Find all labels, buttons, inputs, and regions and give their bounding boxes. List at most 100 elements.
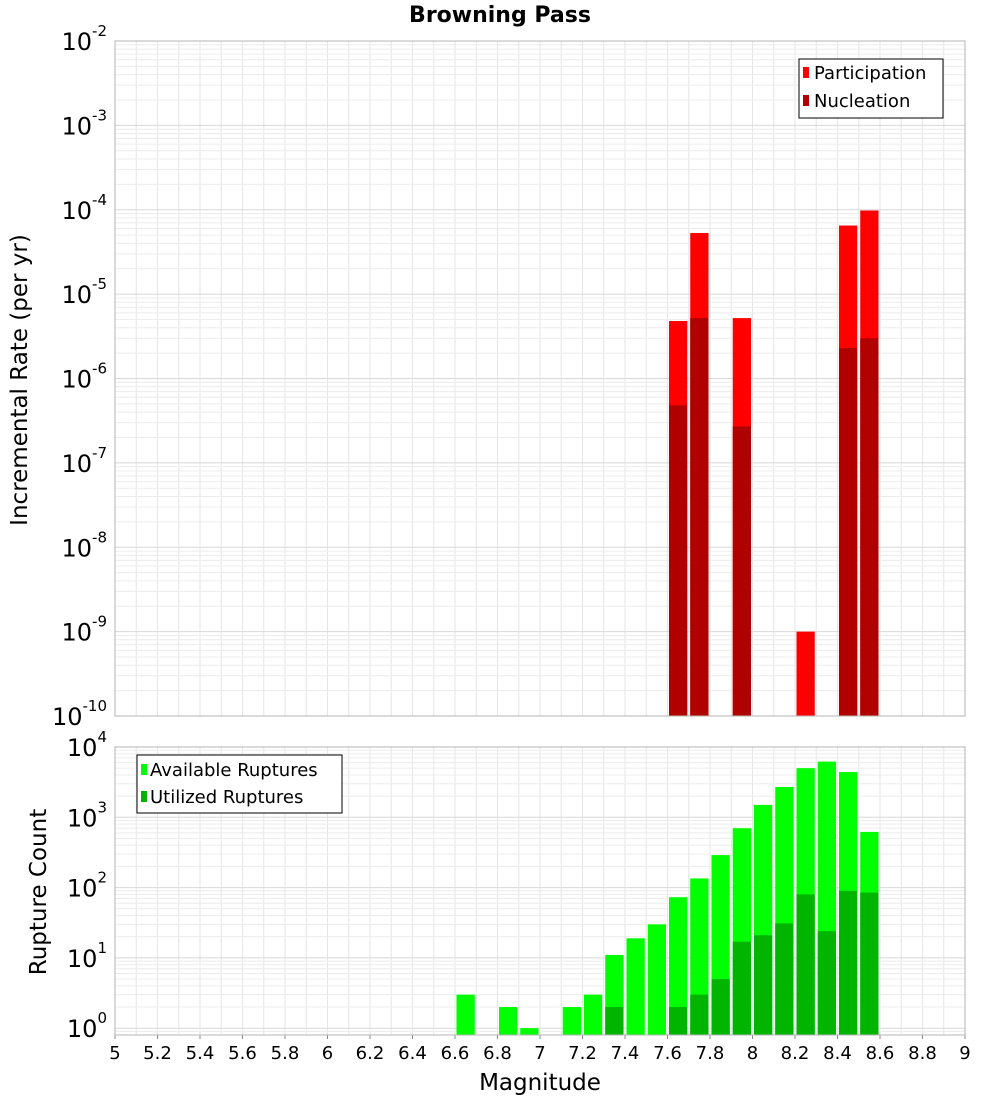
x-tick-label: 8.2 (781, 1043, 810, 1064)
y-tick-exponent: -7 (92, 444, 107, 462)
available-bar (583, 994, 603, 1035)
available-legend-label: Available Ruptures (150, 760, 318, 781)
count-legend: Available Ruptures Utilized Ruptures (136, 754, 343, 814)
y-tick-exponent: -4 (92, 191, 107, 209)
x-tick-label: 5.8 (271, 1043, 300, 1064)
y-tick-label: 103 (67, 798, 107, 832)
y-tick-exponent: -3 (92, 106, 107, 124)
x-tick-label: 7.8 (696, 1043, 725, 1064)
rate-bars (668, 210, 879, 716)
utilized-bar (817, 931, 837, 1035)
y-tick-base: 10 (61, 450, 92, 478)
utilized-bar (690, 994, 709, 1035)
y-tick-base: 10 (52, 703, 83, 731)
count-x-ticks: 5 5.2 5.4 5.6 5.8 6 6.2 6.4 6.6 6.8 7 7.2 7.4 7.6 7.8 8… (109, 1035, 971, 1064)
participation-legend-label: Participation (814, 63, 926, 84)
utilized-bar (838, 890, 858, 1035)
available-bar (668, 897, 688, 1035)
y-tick-exponent: 3 (97, 798, 107, 816)
y-tick-base: 10 (61, 112, 92, 140)
utilized-bar (711, 979, 730, 1035)
participation-legend-swatch (803, 67, 809, 78)
y-tick-base: 10 (61, 281, 92, 309)
available-bar (626, 938, 645, 1035)
x-tick-label: 5.2 (143, 1043, 172, 1064)
x-tick-label: 6.6 (441, 1043, 470, 1064)
y-tick-base: 10 (61, 197, 92, 225)
nucleation-bar (668, 405, 688, 716)
chart-title: Browning Pass (409, 3, 591, 28)
y-tick-exponent: -9 (92, 613, 107, 631)
y-tick-base: 10 (67, 804, 98, 832)
available-bar (647, 924, 667, 1035)
nucleation-bar (838, 347, 858, 716)
x-tick-label: 7.6 (653, 1043, 682, 1064)
nucleation-bar (690, 318, 709, 716)
rate-grid (115, 41, 965, 716)
y-tick-base: 10 (61, 534, 92, 562)
y-tick-label: 10-5 (61, 275, 107, 309)
y-tick-base: 10 (67, 734, 98, 762)
rate-legend: Participation Nucleation (798, 58, 944, 119)
rate-plot-border (114, 40, 966, 717)
y-tick-label: 10-10 (52, 697, 107, 731)
utilized-bar (605, 1007, 624, 1035)
x-tick-label: 7.2 (568, 1043, 597, 1064)
utilized-bar (796, 894, 815, 1035)
x-tick-label: 5 (109, 1043, 120, 1064)
utilized-bar (775, 923, 794, 1035)
x-axis-label: Magnitude (479, 1070, 601, 1096)
x-tick-label: 8.8 (908, 1043, 937, 1064)
nucleation-legend-swatch (803, 95, 809, 106)
utilized-bar (753, 935, 773, 1035)
y-tick-label: 10-6 (61, 360, 107, 394)
y-tick-base: 10 (61, 619, 92, 647)
y-tick-base: 10 (61, 366, 92, 394)
y-tick-label: 102 (67, 869, 107, 903)
y-tick-exponent: -8 (92, 528, 107, 546)
count-y-axis-label: Rupture Count (26, 809, 52, 975)
x-tick-label: 8 (747, 1043, 758, 1064)
y-tick-exponent: -10 (83, 697, 108, 715)
available-bar (562, 1007, 582, 1035)
utilized-bar (732, 941, 752, 1035)
x-tick-label: 8.6 (866, 1043, 895, 1064)
y-tick-exponent: -5 (92, 275, 107, 293)
y-tick-base: 10 (67, 945, 98, 973)
y-tick-label: 10-8 (61, 528, 107, 562)
x-tick-label: 6.2 (356, 1043, 385, 1064)
y-tick-label: 100 (67, 1009, 107, 1043)
utilized-legend-swatch (141, 791, 147, 802)
y-tick-label: 10-7 (61, 444, 107, 478)
x-tick-label: 9 (959, 1043, 970, 1064)
x-tick-label: 6.8 (483, 1043, 512, 1064)
y-tick-label: 10-9 (61, 613, 107, 647)
rate-y-axis-label: Incremental Rate (per yr) (7, 234, 33, 526)
utilized-legend-label: Utilized Ruptures (150, 787, 303, 808)
y-tick-label: 10-3 (61, 106, 107, 140)
x-tick-label: 5.4 (186, 1043, 215, 1064)
x-tick-label: 7 (534, 1043, 545, 1064)
y-tick-exponent: 4 (97, 728, 107, 746)
x-tick-label: 6 (322, 1043, 333, 1064)
y-tick-base: 10 (67, 1015, 98, 1043)
y-tick-label: 10-2 (61, 22, 107, 56)
y-tick-exponent: -6 (92, 360, 107, 378)
x-tick-label: 7.4 (611, 1043, 640, 1064)
y-tick-label: 10-4 (61, 191, 107, 225)
utilized-bar (860, 892, 879, 1035)
available-bar (456, 994, 475, 1035)
y-tick-label: 104 (67, 728, 107, 762)
available-legend-swatch (141, 764, 147, 775)
y-tick-exponent: 1 (97, 939, 107, 957)
rate-legend-box (798, 58, 944, 119)
nucleation-bar (732, 426, 752, 716)
count-legend-box (136, 754, 343, 814)
x-tick-label: 6.4 (398, 1043, 427, 1064)
x-tick-label: 8.4 (823, 1043, 852, 1064)
